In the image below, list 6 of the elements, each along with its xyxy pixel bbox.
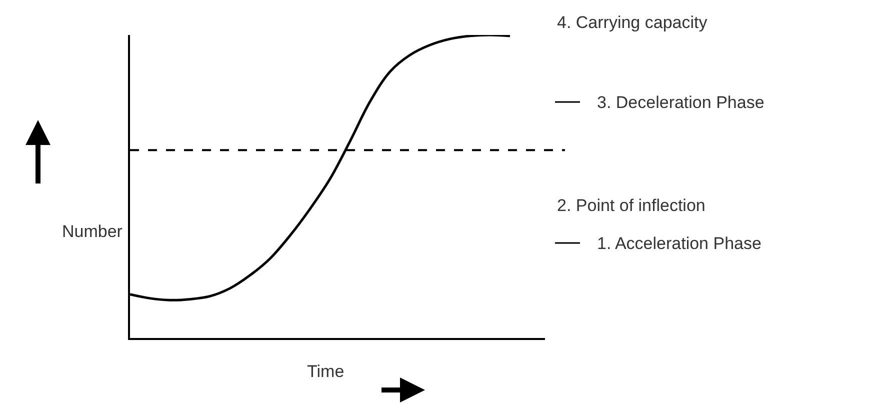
x-axis-title: Time: [307, 362, 344, 381]
text: 3. Deceleration Phase: [597, 93, 764, 112]
text: 2. Point of inflection: [557, 196, 706, 215]
text: 4. Carrying capacity: [557, 13, 708, 32]
text: 1. Acceleration Phase: [597, 234, 762, 253]
y-axis-title: Number: [62, 222, 123, 241]
